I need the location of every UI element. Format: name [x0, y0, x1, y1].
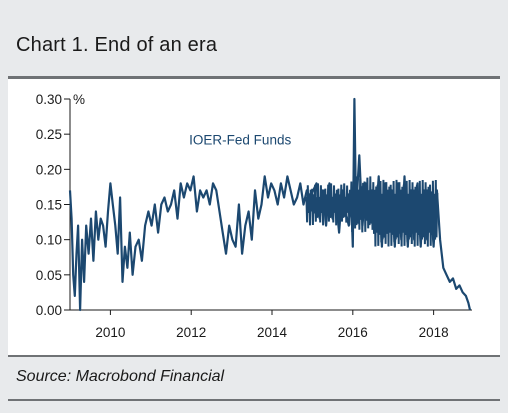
- x-tick-label: 2016: [338, 325, 368, 340]
- series-marks: IOER-Fed Funds: [68, 97, 472, 312]
- x-tick-label: 2014: [257, 325, 288, 340]
- top-divider: [8, 76, 500, 79]
- y-tick-label: 0.20: [36, 162, 62, 177]
- x-tick-label: 2012: [176, 325, 206, 340]
- bottom-divider: [8, 355, 500, 357]
- axes: 0.00 0.05 0.10 0.15 0.20 0.25 0.30 % 2010 2012 201…: [36, 92, 472, 340]
- y-tick-label: 0.25: [36, 127, 62, 142]
- source-note: Source: Macrobond Financial: [16, 368, 225, 385]
- y-tick-label: 0.30: [36, 92, 62, 107]
- chart-title: Chart 1. End of an era: [16, 34, 218, 56]
- series-annotation: IOER-Fed Funds: [189, 133, 291, 148]
- y-tick-label: 0.15: [36, 198, 62, 213]
- y-tick-label: 0.10: [36, 233, 62, 248]
- x-tick-label: 2018: [419, 325, 449, 340]
- y-tick-label: 0.00: [36, 303, 62, 318]
- x-tick-label: 2010: [95, 325, 125, 340]
- footer-divider: [8, 399, 500, 401]
- series-dense-band: [305, 176, 439, 247]
- y-tick-label: 0.05: [36, 268, 62, 283]
- series-dense-trace: [305, 176, 439, 247]
- y-unit-label: %: [73, 92, 85, 107]
